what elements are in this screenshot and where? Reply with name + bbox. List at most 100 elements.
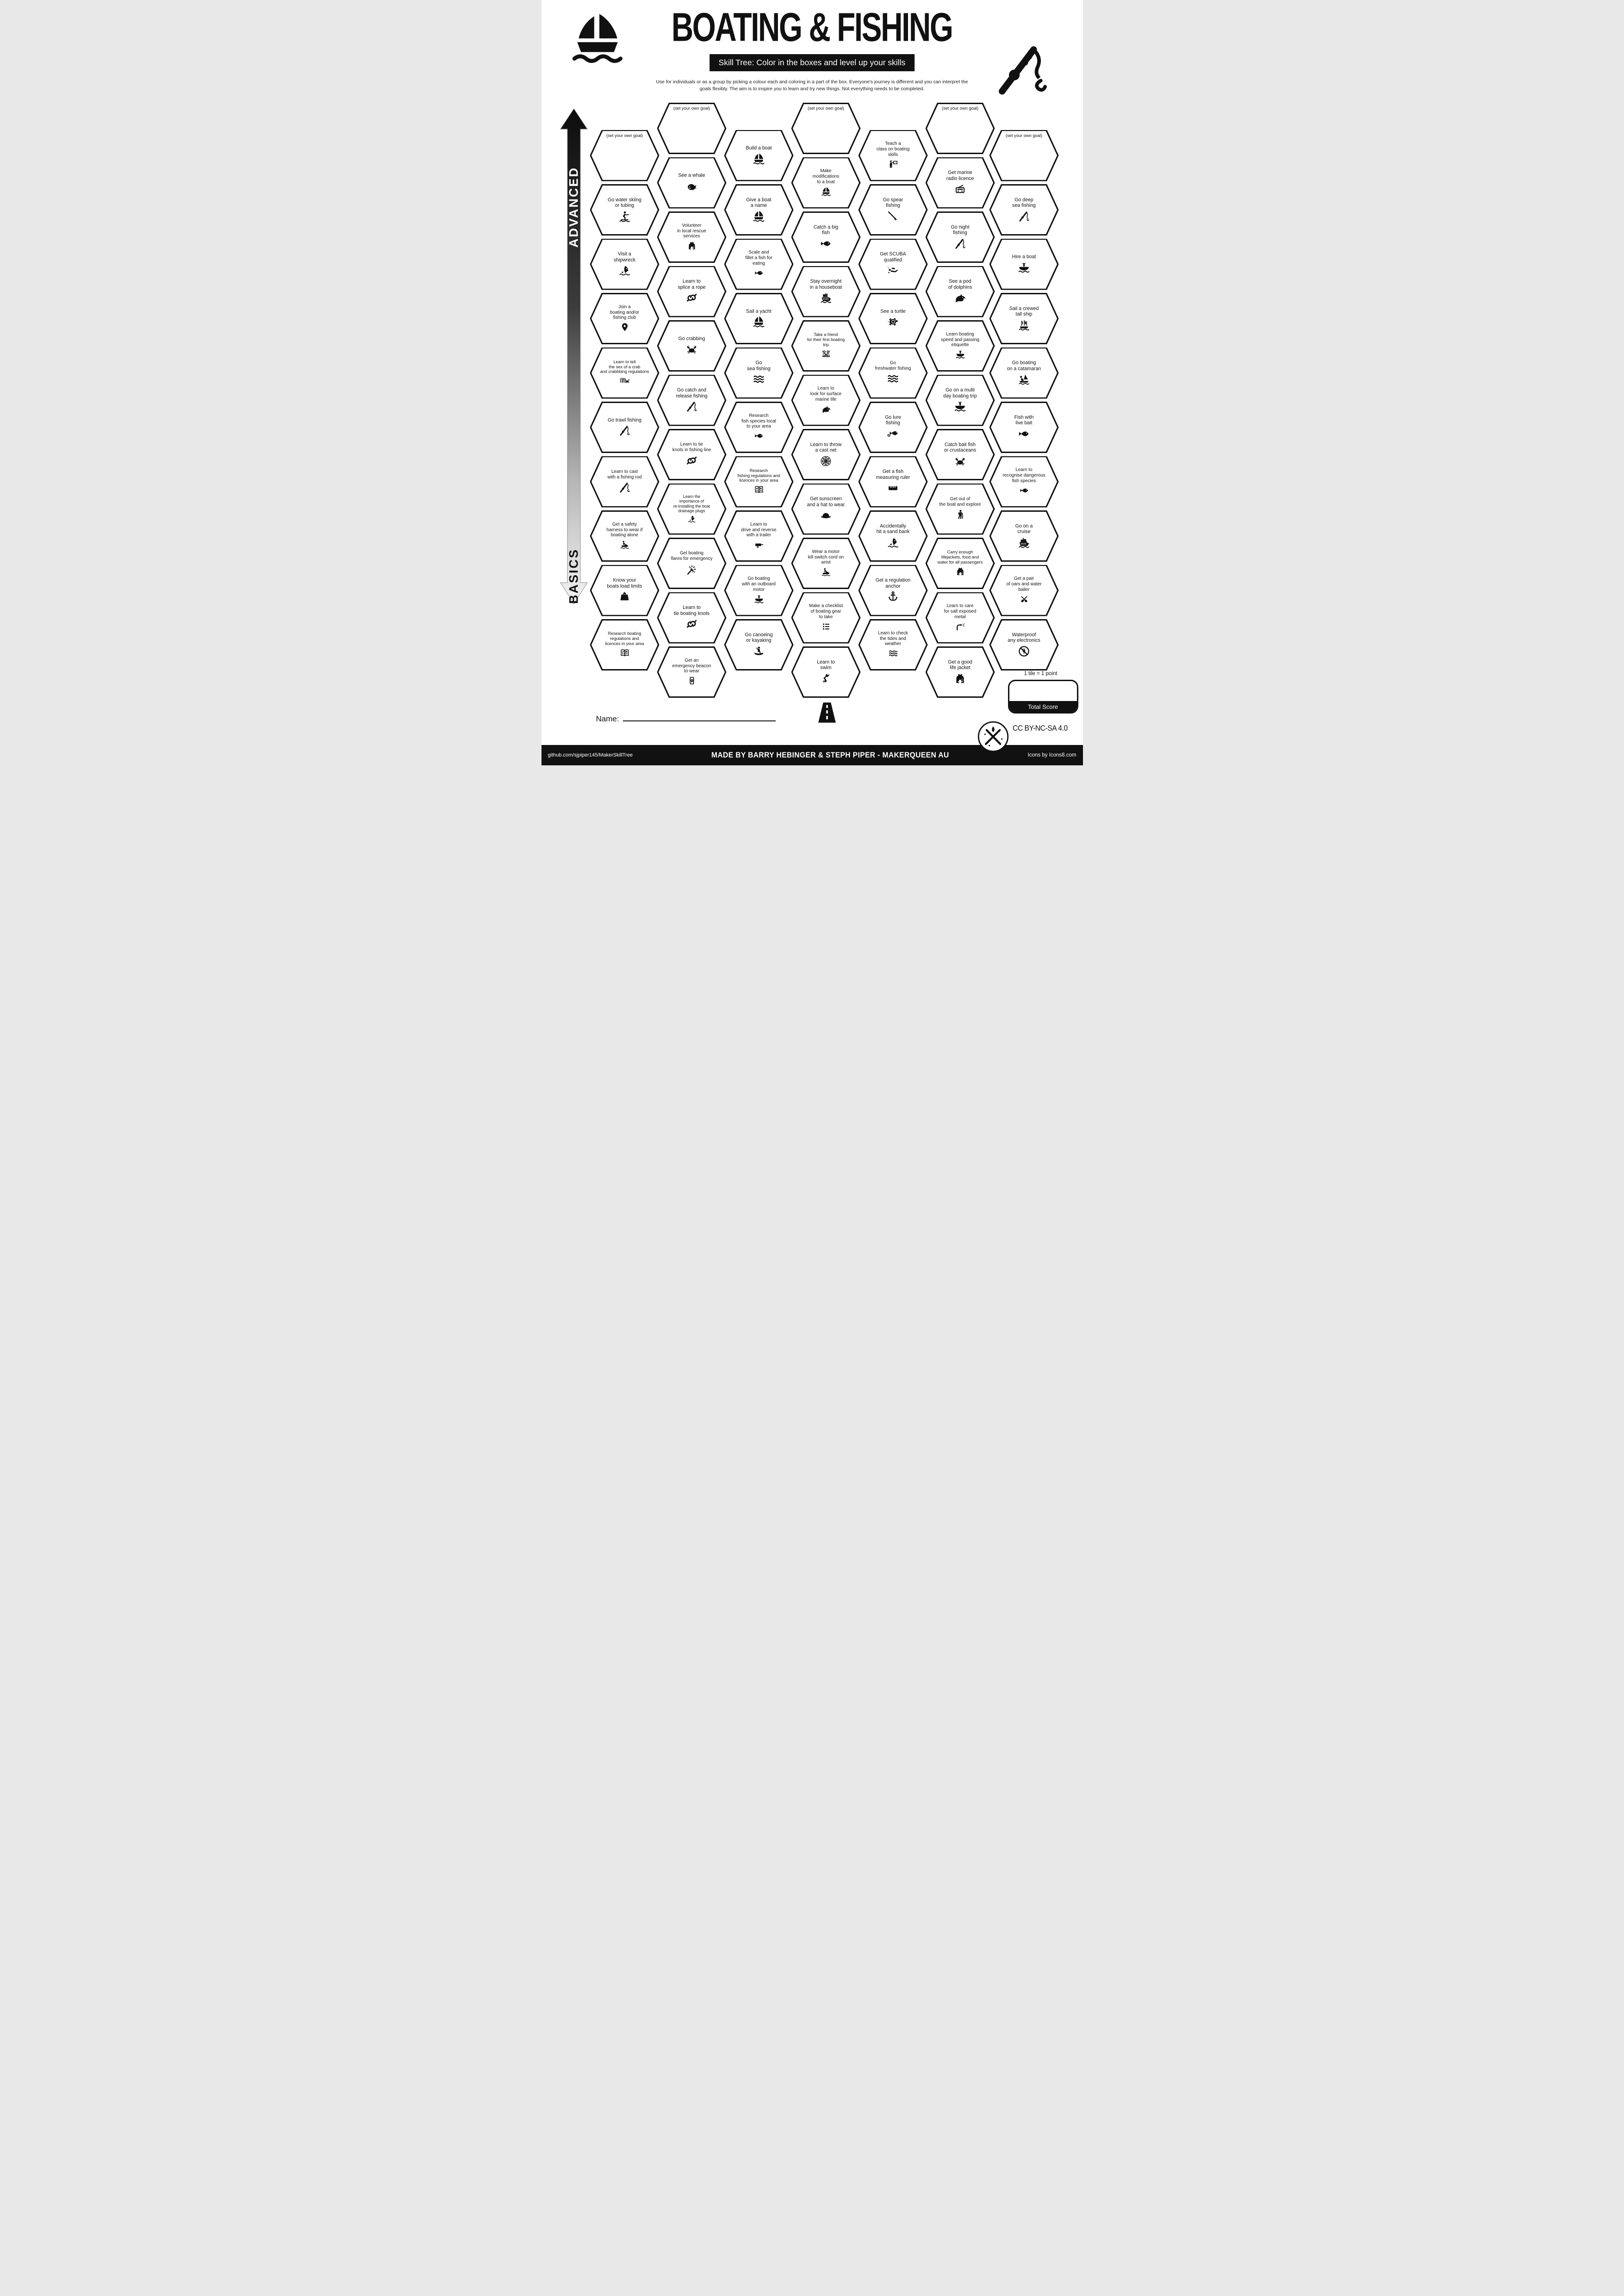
hex-tile[interactable]: See a whale xyxy=(657,157,727,209)
hex-tile-goal[interactable]: (set your own goal) xyxy=(989,130,1059,181)
hex-tile[interactable]: Go trawl fishing xyxy=(590,402,660,453)
hex-tile[interactable]: Learn to tie boating knots xyxy=(657,592,727,644)
hex-tile[interactable]: Volunteer in local rescue services xyxy=(657,211,727,263)
hex-tile[interactable]: Learn to recognise dangerous fish specie… xyxy=(989,456,1059,508)
hex-tile[interactable]: Get boating flares for emergency xyxy=(657,538,727,589)
hex-tile[interactable]: Get a safety harness to wear if boating … xyxy=(590,510,660,562)
hex-tile[interactable]: Get sunscreen and a hat to wear xyxy=(791,483,861,535)
hex-fill xyxy=(859,620,927,670)
hex-tile[interactable]: Go on a cruise xyxy=(989,510,1059,562)
hex-tile[interactable]: See a turtle xyxy=(858,293,928,344)
hex-tile[interactable]: Wear a motor kill switch cord on wrist xyxy=(791,538,861,589)
wreck-icon xyxy=(687,515,696,523)
hex-tile[interactable]: Learn to splice a rope xyxy=(657,266,727,317)
hex-tile[interactable]: Learn to care for salt exposed metal xyxy=(925,592,995,644)
hex-tile[interactable]: Get a fish measuring ruler xyxy=(858,456,928,508)
hex-tile[interactable]: Learn to look for surface marine life xyxy=(791,374,861,426)
hex-tile[interactable]: Make a checklist of boating gear to take xyxy=(791,592,861,644)
hex-tile[interactable]: Get an emergency beacon to wear xyxy=(657,646,727,698)
hex-tile[interactable]: Research boating regulations and licence… xyxy=(590,619,660,670)
hex-tile[interactable]: Get SCUBA qualified xyxy=(858,238,928,290)
hex-label: Go boating on a catamaran xyxy=(1007,360,1041,372)
hex-tile[interactable]: Get a pair of oars and water bailer xyxy=(989,565,1059,616)
hex-tile[interactable]: Go on a multi day boating trip xyxy=(925,374,995,426)
hex-tile[interactable]: Go spear fishing xyxy=(858,184,928,236)
hex-tile[interactable]: Learn to tell the sex of a crab and crab… xyxy=(590,347,660,399)
hex-fill xyxy=(725,403,792,452)
hex-tile[interactable]: Learn the importance of re-installing th… xyxy=(657,483,727,535)
hex-tile[interactable]: Go canoeing or kayaking xyxy=(724,619,794,670)
hex-tile[interactable]: Get a regulation anchor xyxy=(858,565,928,616)
hex-tile[interactable]: Catch bait fish or crustaceans xyxy=(925,429,995,480)
hex-tile[interactable]: Go freshwater fishing xyxy=(858,347,928,399)
hex-label: Get an emergency beacon to wear xyxy=(672,658,711,674)
hex-tile[interactable]: Join a boating and/or fishing club xyxy=(590,293,660,344)
hex-tile[interactable]: Waterproof any electronics xyxy=(989,619,1059,670)
total-score-box[interactable]: Total Score xyxy=(1008,680,1078,714)
hex-tile[interactable]: Carry enough lifejackets, food and water… xyxy=(925,538,995,589)
hex-tile[interactable]: Go deep sea fishing xyxy=(989,184,1059,236)
trailer-icon xyxy=(754,540,764,550)
hex-label: Go catch and release fishing xyxy=(676,387,708,399)
hex-label: Sail a crewed tall ship xyxy=(1009,305,1039,317)
hex-tile[interactable]: Teach a class on boating skills xyxy=(858,130,928,181)
hex-label: Join a boating and/or fishing club xyxy=(610,304,640,321)
level-arrow xyxy=(560,108,588,604)
hex-tile[interactable]: Catch a big fish xyxy=(791,211,861,263)
hex-tile[interactable]: Learn to check the tides and weather xyxy=(858,619,928,670)
hex-tile[interactable]: Take a friend for their first boating tr… xyxy=(791,320,861,372)
hex-tile[interactable]: Accidentally hit a sand bank xyxy=(858,510,928,562)
subtitle-banner: Skill Tree: Color in the boxes and level… xyxy=(709,54,915,71)
hex-tile[interactable]: Know your boats load limits xyxy=(590,565,660,616)
hex-tile[interactable]: Go water skiing or tubing xyxy=(590,184,660,236)
hex-tile[interactable]: Get out of the boat and explore xyxy=(925,483,995,535)
hex-tile-goal[interactable]: (set your own goal) xyxy=(590,130,660,181)
fish-icon xyxy=(1019,485,1029,496)
hex-label: Research fish species local to your area xyxy=(741,413,776,429)
hex-tile[interactable]: Go boating with an outboard motor xyxy=(724,565,794,616)
crab-icon xyxy=(954,455,966,467)
hex-tile[interactable]: Hire a boat xyxy=(989,238,1059,290)
hex-tile[interactable]: Go lure fishing xyxy=(858,402,928,453)
rod-icon xyxy=(618,424,631,437)
hex-tile[interactable]: Go catch and release fishing xyxy=(657,374,727,426)
hex-tile[interactable]: Fish with live bait xyxy=(989,402,1059,453)
hex-label: Volunteer in local rescue services xyxy=(677,223,707,239)
hex-tile[interactable]: Research fish species local to your area xyxy=(724,402,794,453)
hex-tile[interactable]: Scale and fillet a fish for eating xyxy=(724,238,794,290)
hex-tile[interactable]: Get a good life jacket xyxy=(925,646,995,698)
hex-fill xyxy=(859,348,927,397)
hex-tile[interactable]: Learn to swim xyxy=(791,646,861,698)
hex-tile[interactable]: Go sea fishing xyxy=(724,347,794,399)
hex-tile[interactable]: Learn to cast with a fishing rod xyxy=(590,456,660,508)
hex-tile-goal[interactable]: (set your own goal) xyxy=(925,103,995,154)
hex-tile[interactable]: Give a boat a name xyxy=(724,184,794,236)
hex-label: Get boating flares for emergency xyxy=(671,551,713,561)
hex-tile[interactable]: See a pod of dolphins xyxy=(925,266,995,317)
hex-tile-goal[interactable]: (set your own goal) xyxy=(791,103,861,154)
hex-fill xyxy=(591,294,658,343)
hex-tile[interactable]: Learn to drive and reverse with a traile… xyxy=(724,510,794,562)
name-input-line[interactable] xyxy=(622,715,776,721)
teacher-icon xyxy=(888,159,898,169)
hex-tile[interactable]: Sail a crewed tall ship xyxy=(989,293,1059,344)
hex-tile[interactable]: Visit a shipwreck xyxy=(590,238,660,290)
hex-tile[interactable]: Learn to tie knots in fishing line xyxy=(657,429,727,480)
hex-tile[interactable]: Sail a yacht xyxy=(724,293,794,344)
hex-fill xyxy=(792,647,859,697)
motorboat-icon xyxy=(955,349,965,360)
hex-tile[interactable]: Go night fishing xyxy=(925,211,995,263)
hex-tile[interactable]: Research fishing regulations and licence… xyxy=(724,456,794,508)
hex-tile[interactable]: Stay overnight in a houseboat xyxy=(791,266,861,317)
hex-tile[interactable]: Learn boating speed and passing etiquett… xyxy=(925,320,995,372)
hex-tile[interactable]: Make modifications to a boat xyxy=(791,157,861,209)
hex-tile[interactable]: Learn to throw a cast net xyxy=(791,429,861,480)
footer-icons-credit: Icons by Icons8.com xyxy=(1027,752,1076,758)
hex-tile[interactable]: Go crabbing xyxy=(657,320,727,372)
hex-tile-goal[interactable]: (set your own goal) xyxy=(657,103,727,154)
hex-label: Go sea fishing xyxy=(747,360,771,372)
hex-label: Get sunscreen and a hat to wear xyxy=(807,496,845,508)
hex-tile[interactable]: Build a boat xyxy=(724,130,794,181)
hex-tile[interactable]: Get marine radio licence xyxy=(925,157,995,209)
hex-tile[interactable]: Go boating on a catamaran xyxy=(989,347,1059,399)
